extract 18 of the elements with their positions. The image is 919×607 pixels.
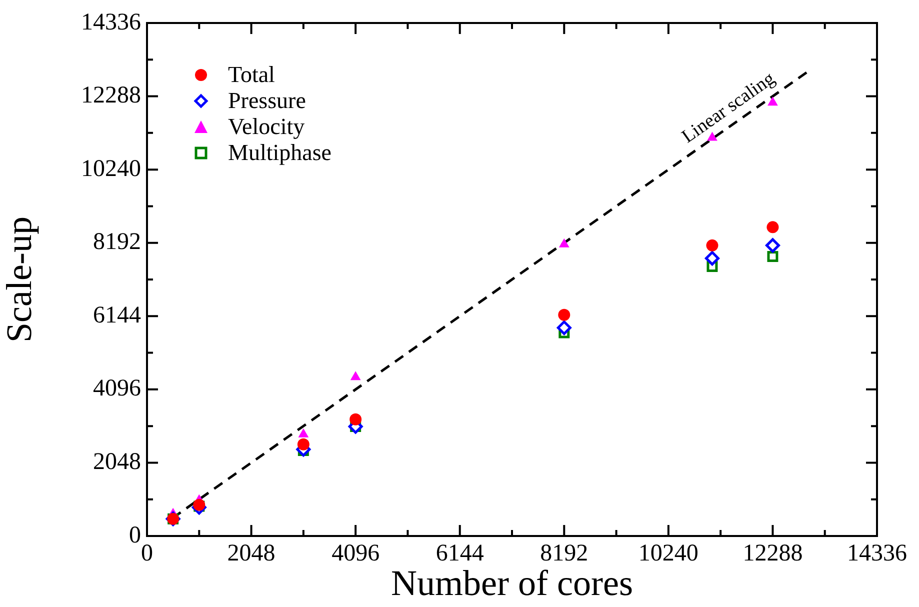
legend-label: Velocity bbox=[228, 114, 305, 140]
y-tick-label: 8192 bbox=[93, 229, 141, 256]
x-tick-label: 14336 bbox=[847, 540, 907, 567]
x-tick-label: 10240 bbox=[638, 540, 698, 567]
legend-label: Total bbox=[228, 62, 275, 88]
y-tick-label: 14336 bbox=[81, 9, 141, 36]
x-tick-label: 2048 bbox=[227, 540, 276, 567]
y-tick-label: 0 bbox=[129, 522, 141, 548]
legend-label: Multiphase bbox=[228, 140, 332, 166]
y-tick-label: 12288 bbox=[81, 82, 141, 109]
x-tick-label: 4096 bbox=[332, 540, 380, 567]
y-tick-label: 6144 bbox=[93, 302, 141, 328]
y-tick-label: 10240 bbox=[81, 156, 141, 182]
y-tick-label: 4096 bbox=[93, 376, 141, 402]
y-axis-title: Scale-up bbox=[0, 216, 40, 342]
x-tick-label: 12288 bbox=[742, 540, 803, 567]
y-tick-label: 2048 bbox=[93, 449, 141, 476]
legend-label: Pressure bbox=[228, 88, 306, 114]
